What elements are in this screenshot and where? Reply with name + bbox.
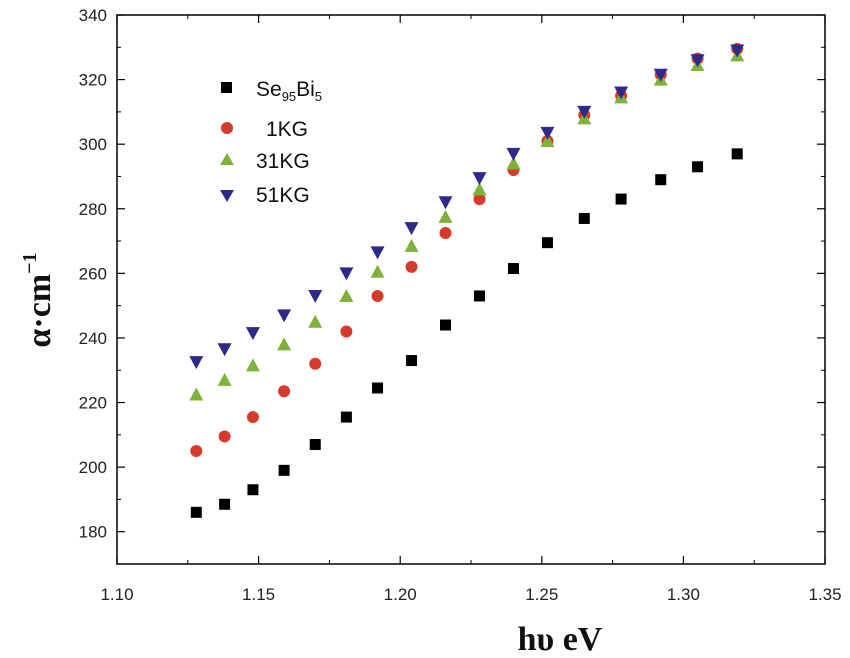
y-tick-label: 200 xyxy=(79,458,107,477)
series-1kg xyxy=(190,42,744,457)
y-axis: 180 200 220 240 260 280 300 320 340 xyxy=(79,6,825,565)
data-point-triangle-up xyxy=(339,288,354,302)
x-axis-title: hυ eV xyxy=(518,621,603,658)
data-point-circle xyxy=(340,325,353,338)
x-axis: 1.10 1.15 1.20 1.25 1.30 1.35 xyxy=(100,15,842,604)
y-tick-label: 300 xyxy=(79,135,107,154)
y-tick-label: 220 xyxy=(79,394,107,413)
data-point-triangle-down xyxy=(308,289,323,303)
data-point-triangle-down xyxy=(370,246,385,260)
legend-label-se95bi5: Se95Bi5 xyxy=(256,78,322,104)
data-point-triangle-up xyxy=(277,337,292,351)
data-point-triangle-down xyxy=(339,267,354,281)
legend-entry-31kg: 31KG xyxy=(220,150,310,173)
data-point-square xyxy=(219,498,231,510)
x-tick-label: 1.10 xyxy=(100,585,133,604)
data-point-triangle-down xyxy=(653,68,668,82)
data-point-circle xyxy=(309,357,322,370)
y-axis-title: α·cm−1 xyxy=(19,252,58,347)
data-points xyxy=(189,42,745,518)
data-point-square xyxy=(309,439,321,451)
plot-area-frame xyxy=(116,14,826,565)
legend-marker-circle xyxy=(221,122,233,134)
x-tick-label: 1.35 xyxy=(808,585,841,604)
data-point-triangle-up xyxy=(308,314,323,328)
legend-label-51kg: 51KG xyxy=(256,184,310,207)
data-point-square xyxy=(372,382,384,394)
data-point-triangle-up xyxy=(189,387,204,401)
data-point-triangle-down xyxy=(189,356,204,370)
x-tick-label: 1.15 xyxy=(242,585,275,604)
data-point-triangle-down xyxy=(277,309,292,323)
data-point-triangle-down xyxy=(577,105,592,119)
legend-entry-se95bi5: Se95Bi5 xyxy=(221,78,322,104)
data-point-triangle-up xyxy=(370,264,385,278)
data-point-square xyxy=(190,506,202,518)
data-point-square xyxy=(731,148,743,160)
data-point-square xyxy=(340,411,352,423)
data-point-square xyxy=(507,263,519,275)
data-point-triangle-up xyxy=(506,156,521,170)
legend-label-31kg: 31KG xyxy=(256,150,310,173)
data-point-triangle-down xyxy=(540,126,555,140)
data-point-circle xyxy=(405,260,418,273)
data-point-circle xyxy=(439,226,452,239)
data-point-triangle-up xyxy=(217,372,232,386)
data-point-square xyxy=(655,174,667,186)
legend-label-1kg: 1KG xyxy=(266,118,308,141)
data-point-circle xyxy=(218,430,231,443)
legend-entry-1kg: 1KG xyxy=(221,118,308,141)
legend-marker-triangle-down xyxy=(220,190,234,202)
y-tick-label: 320 xyxy=(79,71,107,90)
data-point-square xyxy=(406,355,418,367)
data-point-circle xyxy=(190,444,203,457)
x-tick-label: 1.30 xyxy=(667,585,700,604)
data-point-triangle-down xyxy=(245,327,260,341)
data-point-triangle-up xyxy=(472,182,487,196)
data-point-triangle-down xyxy=(506,147,521,161)
data-point-triangle-up xyxy=(540,133,555,147)
data-point-circle xyxy=(371,289,384,302)
y-tick-label: 180 xyxy=(79,523,107,542)
data-point-square xyxy=(615,193,627,205)
data-point-triangle-up xyxy=(404,238,419,252)
data-point-triangle-down xyxy=(217,343,232,357)
series-31kg xyxy=(189,48,745,401)
legend: Se95Bi5 1KG 31KG 51KG xyxy=(220,78,322,207)
legend-marker-square xyxy=(221,82,232,93)
data-point-triangle-down xyxy=(404,222,419,236)
x-tick-label: 1.20 xyxy=(384,585,417,604)
series-se95bi5 xyxy=(190,148,743,518)
legend-marker-triangle-up xyxy=(220,153,234,165)
data-point-square xyxy=(578,212,590,224)
data-point-square xyxy=(473,290,485,302)
legend-entry-51kg: 51KG xyxy=(220,184,310,207)
data-point-triangle-down xyxy=(614,86,629,100)
data-point-square xyxy=(692,161,704,173)
data-point-square xyxy=(278,464,290,476)
data-point-circle xyxy=(278,385,291,398)
data-point-circle xyxy=(246,411,259,424)
data-point-square xyxy=(440,319,452,331)
y-tick-label: 340 xyxy=(79,6,107,25)
y-tick-label: 280 xyxy=(79,200,107,219)
data-point-triangle-down xyxy=(690,54,705,68)
data-point-triangle-down xyxy=(730,44,745,58)
data-point-square xyxy=(247,484,259,496)
data-point-square xyxy=(541,237,553,249)
data-point-triangle-down xyxy=(472,172,487,186)
data-point-triangle-up xyxy=(438,209,453,223)
y-tick-label: 260 xyxy=(79,264,107,283)
data-point-circle xyxy=(473,193,486,206)
x-tick-label: 1.25 xyxy=(525,585,558,604)
data-point-triangle-up xyxy=(245,358,260,372)
data-point-triangle-down xyxy=(438,196,453,210)
y-tick-label: 240 xyxy=(79,329,107,348)
series-51kg xyxy=(189,44,745,370)
